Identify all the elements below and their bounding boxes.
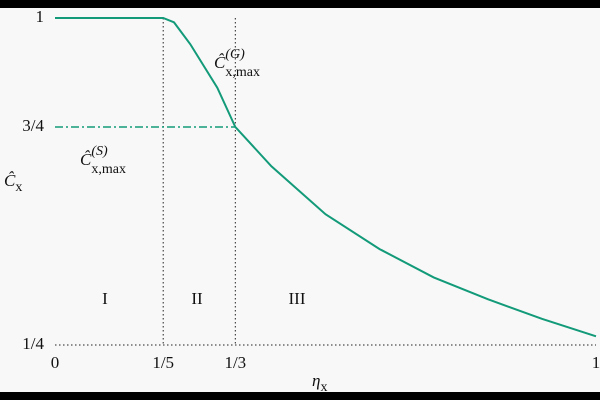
background	[0, 8, 600, 392]
y-tick-label: 3/4	[22, 116, 44, 135]
x-tick-label: 0	[51, 353, 60, 372]
annotation-sub: x,max	[225, 65, 260, 80]
y-tick-label: 1/4	[22, 334, 44, 353]
annotation: Ĉ(G) x,max	[214, 47, 260, 80]
annotation-sup: (G)	[225, 47, 245, 62]
line	[55, 17, 597, 338]
x-axis-label: ηx	[312, 371, 327, 395]
x-axis-label-base: η	[312, 371, 320, 390]
y-axis-label: Ĉx	[4, 171, 22, 195]
annotation: Ĉ(S) x,max	[80, 144, 126, 177]
annotation-sup: (S)	[91, 144, 108, 159]
x-tick-label: 1	[592, 353, 600, 372]
annotation-sub: x,max	[91, 162, 126, 177]
region-label: I	[102, 289, 108, 308]
y-axis-label-base: Ĉ	[4, 171, 16, 190]
y-tick-label: 1	[36, 7, 45, 26]
region-label: III	[289, 289, 306, 308]
y-axis-label-sub: x	[15, 180, 22, 195]
region-label: II	[191, 289, 203, 308]
x-tick-label: 1/5	[152, 353, 174, 372]
x-axis-label-sub: x	[320, 380, 327, 395]
annotation-base: Ĉ	[80, 150, 92, 169]
annotation-base: Ĉ	[214, 53, 226, 72]
x-tick-label: 1/3	[224, 353, 246, 372]
